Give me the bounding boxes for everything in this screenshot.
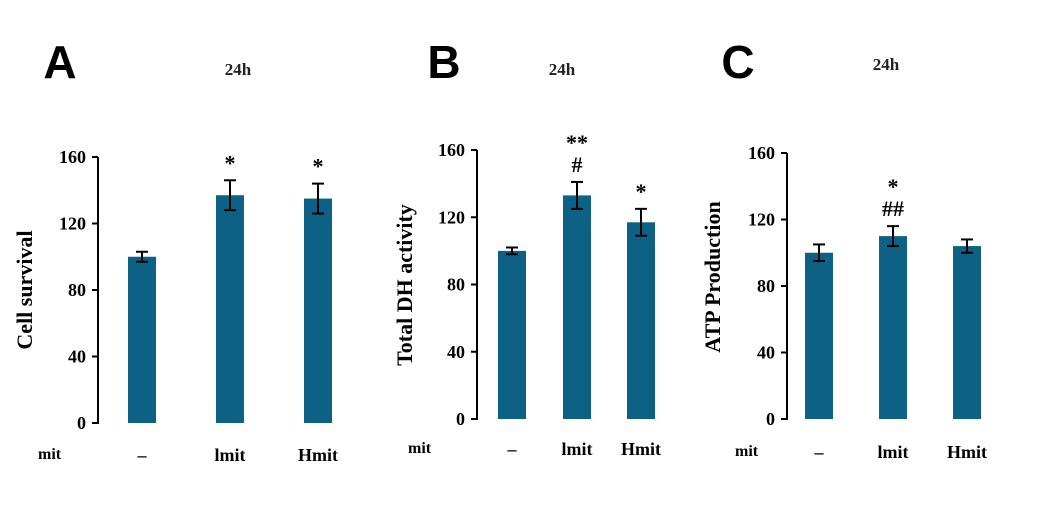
panel-title: 24h xyxy=(549,60,576,79)
panel-a: A 24h Cell survival 0 40 80 120 160 mit – lmit * Hmi… xyxy=(12,36,338,465)
y-tick-label: 160 xyxy=(748,143,775,163)
bar xyxy=(627,222,655,419)
y-tick-label: 80 xyxy=(68,280,86,300)
y-tick-label: 0 xyxy=(766,409,775,429)
panel-letter: A xyxy=(43,36,76,88)
significance-marker: ** xyxy=(566,130,588,155)
category-label: lmit xyxy=(562,439,593,459)
y-tick-label: 120 xyxy=(748,210,775,230)
significance-marker: * xyxy=(888,174,899,199)
y-tick-label: 160 xyxy=(59,147,86,167)
y-tick-label: 80 xyxy=(757,276,775,296)
panel-c: C 24h ATP Production 0 40 80 120 160 mit – lmit ##*… xyxy=(700,36,987,462)
y-axis-label: Total DH activity xyxy=(392,204,417,366)
category-label: lmit xyxy=(215,445,246,465)
y-tick-label: 120 xyxy=(438,207,465,227)
row-label: mit xyxy=(735,443,759,460)
y-tick-label: 40 xyxy=(68,347,86,367)
y-tick-label: 120 xyxy=(59,214,86,234)
category-label: Hmit xyxy=(947,442,987,462)
bar xyxy=(216,195,244,423)
category-label: Hmit xyxy=(298,445,338,465)
panel-letter: B xyxy=(427,36,460,88)
bar xyxy=(304,198,332,423)
y-tick-label: 40 xyxy=(757,343,775,363)
significance-marker: * xyxy=(225,150,236,175)
panel-b: B 24h Total DH activity 0 40 80 120 160 mit – lmit… xyxy=(392,36,661,459)
row-label: mit xyxy=(408,440,432,457)
y-tick-label: 0 xyxy=(77,413,86,433)
panel-title: 24h xyxy=(873,55,900,74)
row-label: mit xyxy=(38,446,62,463)
bar xyxy=(879,236,907,419)
y-tick-label: 80 xyxy=(447,275,465,295)
bar xyxy=(498,250,526,419)
category-label: – xyxy=(507,439,518,459)
category-label: – xyxy=(814,442,825,462)
significance-marker: # xyxy=(572,152,583,177)
y-tick-label: 160 xyxy=(438,140,465,160)
bar xyxy=(128,256,156,423)
significance-marker: * xyxy=(636,179,647,204)
bar xyxy=(953,246,981,419)
category-label: lmit xyxy=(878,442,909,462)
significance-marker: ## xyxy=(882,196,904,221)
bar xyxy=(563,195,591,419)
y-tick-label: 0 xyxy=(456,409,465,429)
significance-marker: * xyxy=(313,154,324,179)
panel-letter: C xyxy=(721,36,754,88)
panel-title: 24h xyxy=(225,60,252,79)
y-tick-label: 40 xyxy=(447,342,465,362)
y-axis-label: Cell survival xyxy=(12,230,37,349)
bar xyxy=(805,252,833,419)
category-label: Hmit xyxy=(621,439,661,459)
category-label: – xyxy=(137,445,148,465)
y-axis-label: ATP Production xyxy=(700,201,725,352)
